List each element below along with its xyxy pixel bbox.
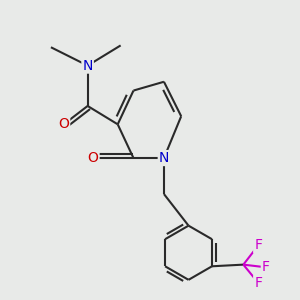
Text: O: O [88, 151, 99, 165]
Text: F: F [254, 238, 262, 253]
Text: N: N [159, 151, 169, 165]
Text: N: N [82, 58, 93, 73]
Text: F: F [254, 276, 262, 290]
Text: O: O [58, 117, 69, 131]
Text: F: F [262, 260, 270, 274]
